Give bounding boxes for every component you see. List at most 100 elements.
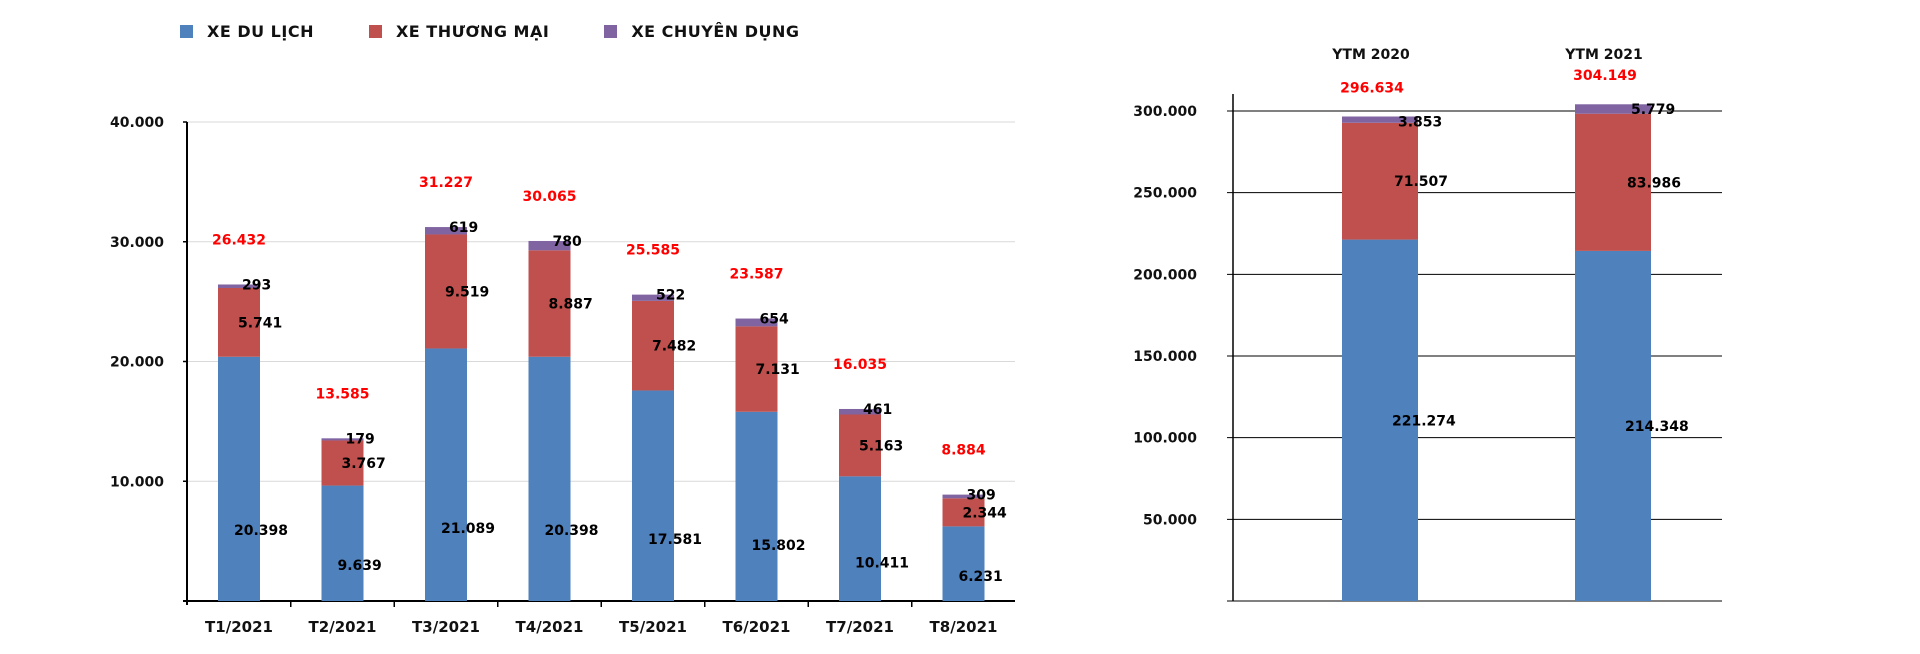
bar-segment xyxy=(1342,239,1418,601)
data-label: 71.507 xyxy=(1394,174,1448,190)
bar-segment xyxy=(839,476,881,601)
data-label: 2.344 xyxy=(963,505,1008,521)
data-label: 20.398 xyxy=(545,523,599,539)
data-label: 214.348 xyxy=(1625,419,1689,435)
total-label: 23.587 xyxy=(729,267,783,283)
bar-segment xyxy=(632,294,674,301)
data-label: 179 xyxy=(346,431,375,447)
bar-segment xyxy=(528,240,571,251)
y-tick-label: 300.000 xyxy=(1133,104,1197,120)
data-label: 5.779 xyxy=(1631,102,1675,118)
bar-segment xyxy=(735,318,778,327)
legend-label-commercial: XE THƯƠNG MẠI xyxy=(395,22,550,41)
y-tick-label: 50.000 xyxy=(1143,512,1197,528)
x-tick-label: T4/2021 xyxy=(516,618,584,636)
bar-segment xyxy=(218,284,260,288)
bar-segment xyxy=(1342,116,1418,123)
x-tick-label: T2/2021 xyxy=(309,618,377,636)
total-label: 26.432 xyxy=(212,232,266,248)
y-tick-label: 200.000 xyxy=(1133,267,1197,283)
data-label: 21.089 xyxy=(441,521,495,537)
bar-segment xyxy=(942,498,985,527)
data-label: 7.131 xyxy=(756,362,800,378)
bar-segment xyxy=(528,250,571,357)
category-label: YTM 2020 xyxy=(1331,47,1410,63)
data-label: 15.802 xyxy=(752,538,806,554)
total-label: 30.065 xyxy=(522,189,576,205)
total-label: 31.227 xyxy=(419,175,473,191)
data-label: 8.887 xyxy=(549,297,593,313)
bar-segment xyxy=(632,300,674,391)
bar-segment xyxy=(632,390,674,601)
total-label: 8.884 xyxy=(941,443,986,459)
y-tick-label: 250.000 xyxy=(1133,186,1197,202)
x-tick-label: T5/2021 xyxy=(619,618,687,636)
bar-segment xyxy=(735,411,778,601)
monthly-sales-chart: 10.000 20.000 30.000 40.000 T1/2021 20.398 5.7… xyxy=(110,115,1015,636)
data-label: 5.163 xyxy=(859,438,903,454)
x-tick-label: T8/2021 xyxy=(930,618,998,636)
bar-segment xyxy=(321,440,364,486)
x-tick-label: T3/2021 xyxy=(412,618,480,636)
total-label: 13.585 xyxy=(315,386,369,402)
bar-segment xyxy=(1575,104,1651,114)
data-label: 461 xyxy=(863,402,892,418)
y-tick-label: 150.000 xyxy=(1133,349,1197,365)
legend-swatch-passenger xyxy=(180,25,193,38)
bar-segment xyxy=(1342,122,1418,240)
bar-segment xyxy=(1575,250,1651,602)
bar-segment xyxy=(942,494,985,499)
total-label: 304.149 xyxy=(1573,68,1637,84)
bar-segment xyxy=(839,408,881,415)
data-label: 5.741 xyxy=(238,315,282,331)
y-tick-label: 10.000 xyxy=(110,474,164,490)
total-label: 25.585 xyxy=(626,243,680,259)
data-label: 9.639 xyxy=(338,558,382,574)
bar-segment xyxy=(425,234,467,349)
data-label: 654 xyxy=(760,312,789,328)
category-label: YTM 2021 xyxy=(1564,47,1642,63)
data-label: 780 xyxy=(553,234,582,250)
legend-item-commercial: XE THƯƠNG MẠI xyxy=(368,22,550,41)
total-label: 296.634 xyxy=(1340,80,1404,96)
data-label: 522 xyxy=(656,288,685,304)
data-label: 6.231 xyxy=(959,569,1003,585)
bar-segment xyxy=(735,326,778,412)
x-tick-label: T7/2021 xyxy=(826,618,894,636)
bar-segment xyxy=(218,287,260,357)
legend-label-special: XE CHUYÊN DỤNG xyxy=(631,22,800,41)
x-tick-label: T6/2021 xyxy=(723,618,791,636)
data-label: 20.398 xyxy=(234,523,288,539)
bar-segment xyxy=(528,356,571,601)
x-tick-label: T1/2021 xyxy=(205,618,273,636)
bar-segment xyxy=(321,485,364,601)
bar-segment xyxy=(839,414,881,477)
y-tick-label: 100.000 xyxy=(1133,431,1197,447)
data-label: 3.767 xyxy=(342,456,386,472)
data-label: 10.411 xyxy=(855,555,909,571)
data-label: 619 xyxy=(449,220,478,236)
bar-segment xyxy=(1575,113,1651,251)
data-label: 7.482 xyxy=(652,339,696,355)
data-label: 83.986 xyxy=(1627,175,1681,191)
legend-label-passenger: XE DU LỊCH xyxy=(207,22,314,41)
data-label: 3.853 xyxy=(1398,114,1442,130)
ytm-sales-chart: 50.000 100.000 150.000 200.000 250.000 300.00… xyxy=(1133,47,1722,602)
y-tick-label: 30.000 xyxy=(110,235,164,251)
bar-segment xyxy=(218,356,260,601)
chart-legend: XE DU LỊCH XE THƯƠNG MẠI XE CHUYÊN DỤNG xyxy=(180,22,855,41)
y-tick-label: 40.000 xyxy=(110,115,164,131)
total-label: 16.035 xyxy=(833,357,887,373)
bar-segment xyxy=(425,227,467,235)
legend-item-special: XE CHUYÊN DỤNG xyxy=(604,22,799,41)
bar-segment xyxy=(942,526,985,601)
data-label: 293 xyxy=(242,277,271,293)
legend-swatch-commercial xyxy=(368,25,382,38)
legend-item-passenger: XE DU LỊCH xyxy=(180,22,314,41)
data-label: 17.581 xyxy=(648,532,702,548)
bar-segment xyxy=(425,348,467,601)
data-label: 221.274 xyxy=(1392,413,1456,429)
data-label: 309 xyxy=(967,488,996,504)
bar-segment xyxy=(321,438,364,441)
